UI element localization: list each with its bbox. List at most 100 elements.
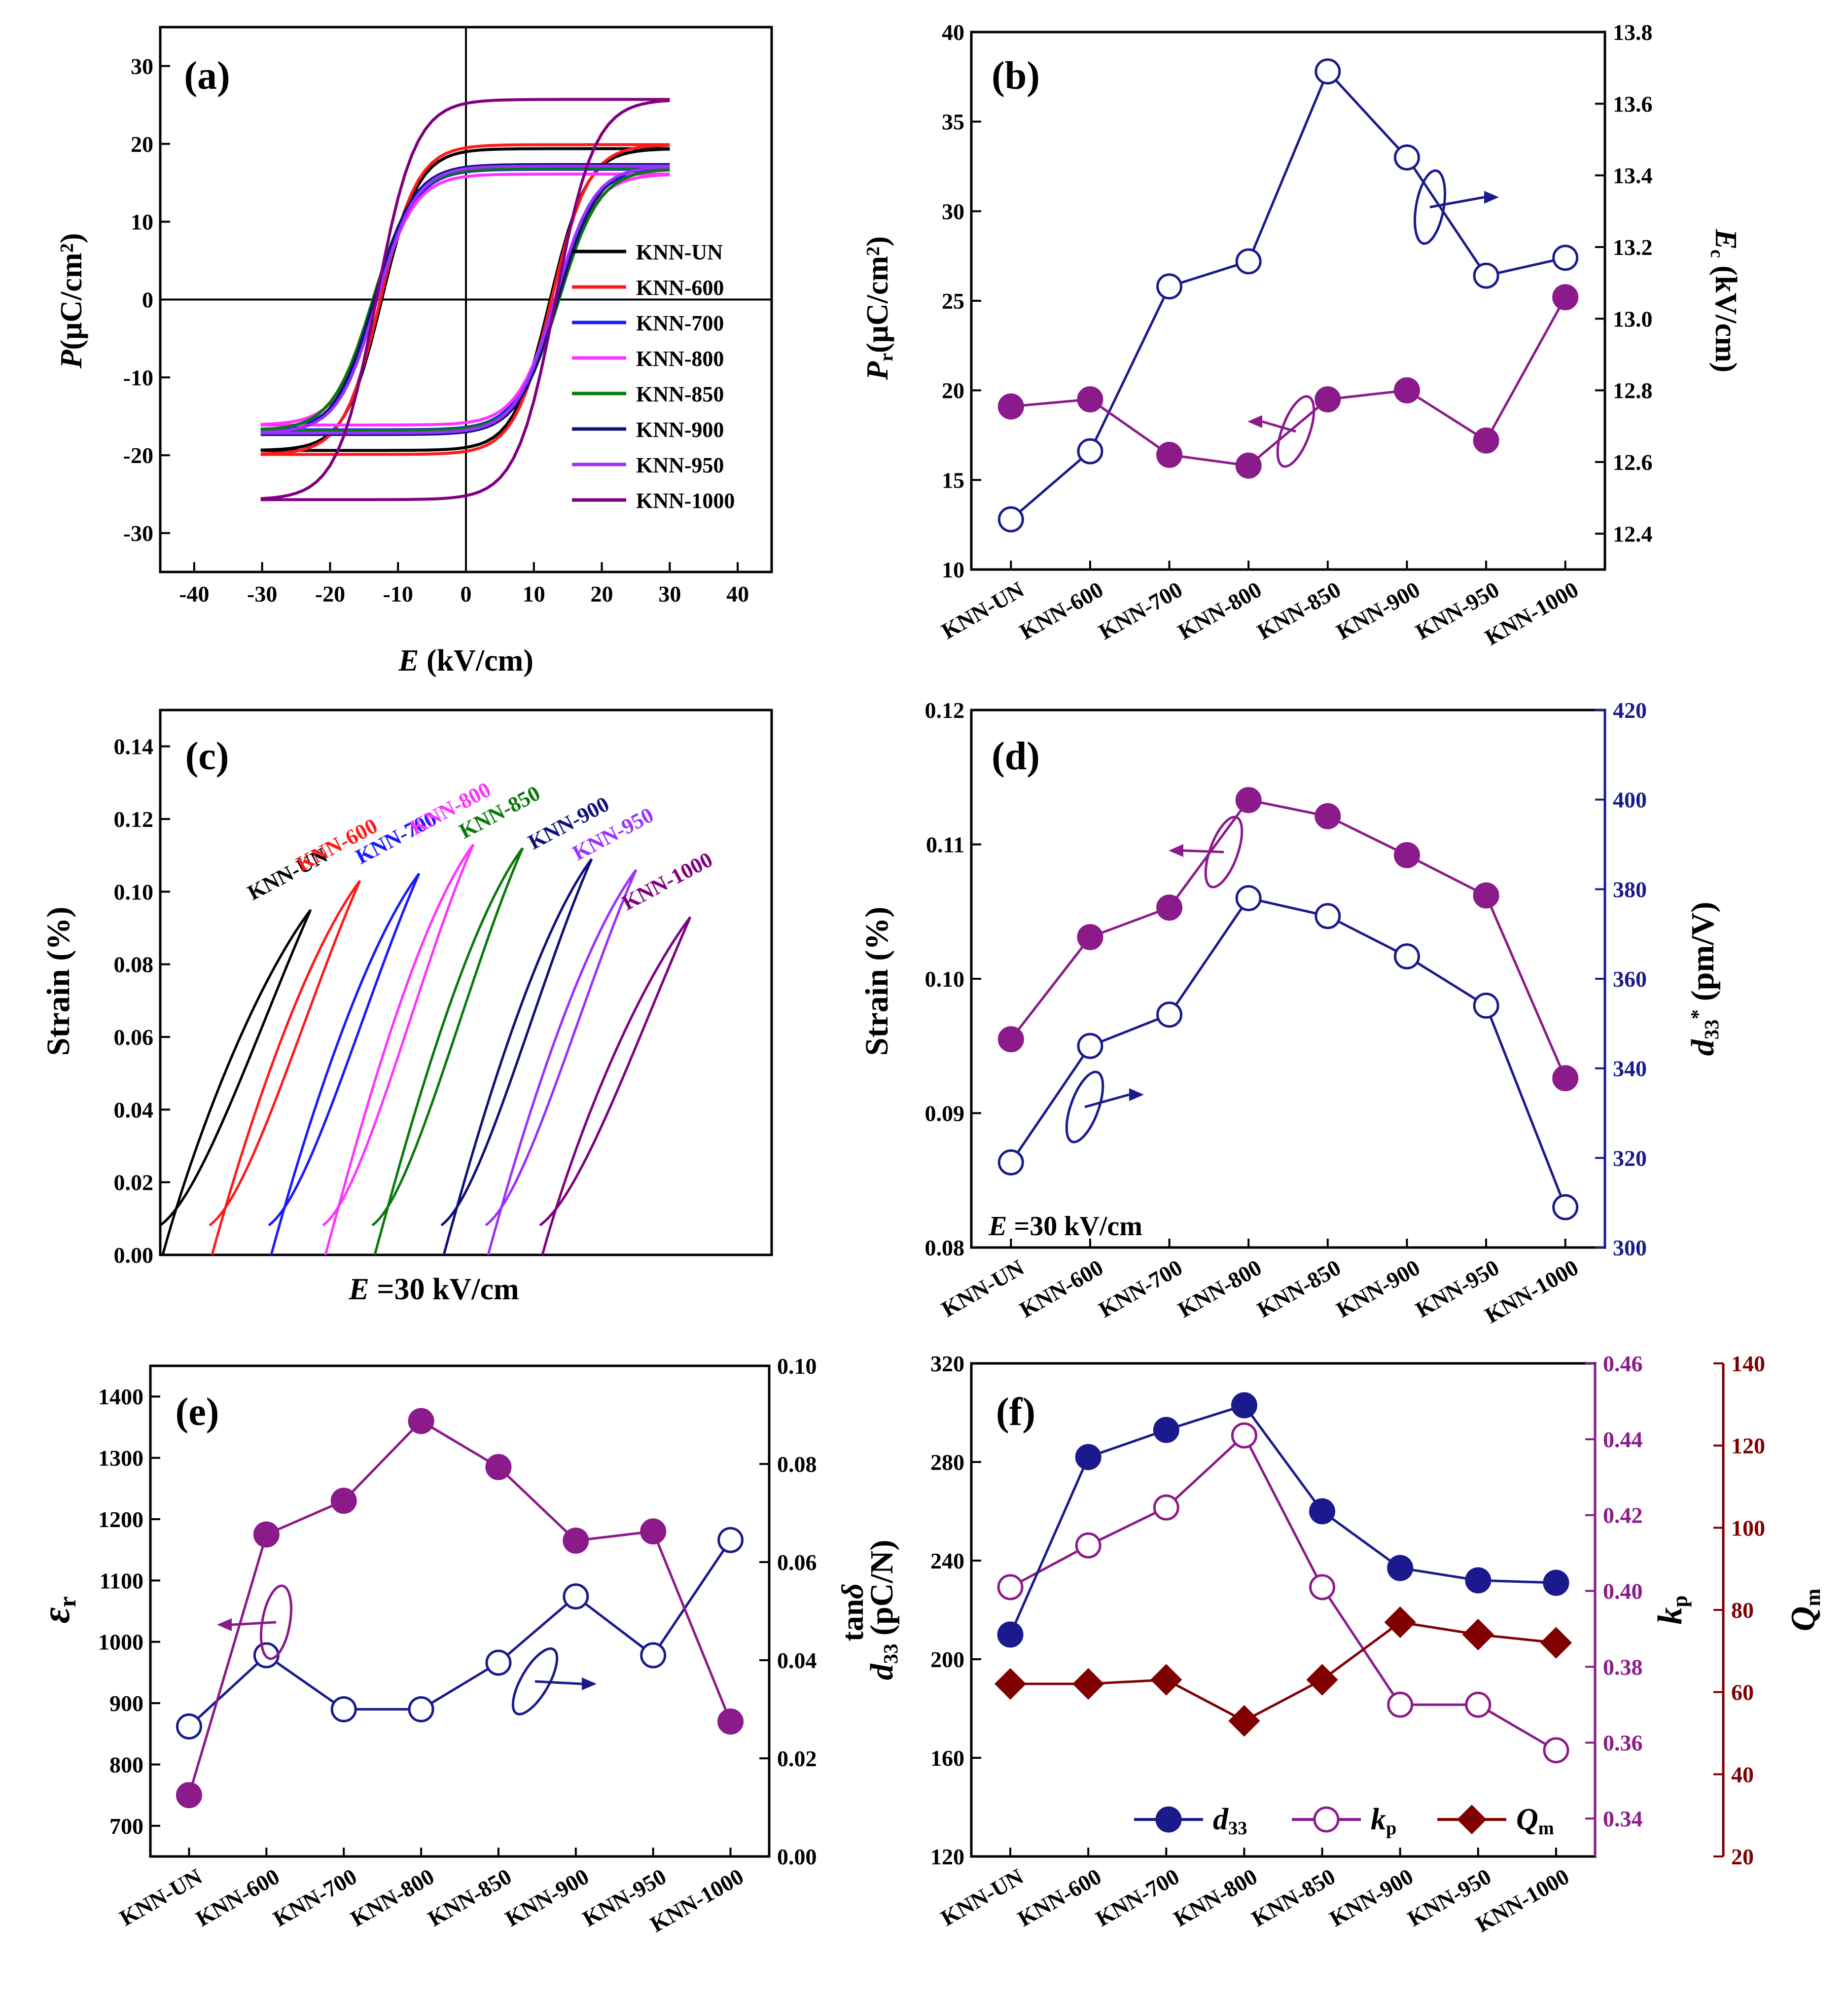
y-tick-label: 30 [131,54,153,79]
qm-point [1228,1705,1260,1737]
y-tick-label: 40 [1731,1762,1754,1787]
y-tick-label: 1000 [98,1630,143,1655]
y3-axis-label: Qm [1784,1589,1825,1632]
tand-axis-indicator [511,1647,559,1715]
qm-point [1150,1664,1182,1696]
ec-point [1156,273,1183,300]
panel-label: (f) [996,1390,1035,1434]
qm-point [1462,1618,1494,1651]
strain-curve-knn-1000 [539,916,692,1255]
x-tick-label: KNN-600 [1015,576,1107,644]
loop-knn-1000 [260,98,670,501]
x-tick-label: KNN-900 [1325,1863,1418,1931]
legend-marker [1155,1806,1182,1833]
pr-point [1315,386,1341,413]
x-tick-label: KNN-700 [1091,1863,1183,1931]
legend-label: KNN-600 [636,276,724,300]
y-tick-label: 200 [930,1647,964,1672]
y-tick-label: 400 [1613,787,1647,813]
strain-axis-indicator-arrow [1183,849,1224,854]
kp-point [1309,1574,1336,1601]
y-tick-label: 0.02 [114,1170,154,1195]
y-tick-label: 300 [1613,1235,1647,1260]
er-point [717,1708,744,1735]
y-tick-label: 15 [942,467,964,493]
curve-label: KNN-1000 [618,847,716,915]
legend-label: KNN-700 [636,311,724,335]
x-tick-label: KNN-800 [1173,576,1266,644]
strain-curve-knn-800 [322,844,475,1255]
strain-point [1393,842,1420,868]
y-tick-label: 120 [1731,1433,1765,1459]
y-tick-label: 12.4 [1613,521,1653,546]
y-tick-label: 0.06 [777,1550,817,1575]
panel-d-frame [970,709,1606,1249]
x-tick-label: KNN-600 [1013,1863,1105,1931]
y-tick-label: 35 [942,109,964,135]
y-tick-label: 0.46 [1603,1351,1643,1376]
y-tick-label: 900 [109,1691,143,1716]
d33-star-point [1552,1194,1579,1220]
d33-star-point [1473,993,1499,1019]
strain-axis-indicator [1204,816,1244,889]
y-tick-label: 100 [1731,1515,1765,1540]
er-axis-indicator [260,1584,292,1660]
x-tick-label: KNN-700 [1095,576,1187,644]
y-tick-label: 800 [109,1752,143,1777]
d33-point [1309,1498,1336,1525]
panel-b: 10 15 20 25 30 35 40 12.4 12.6 12.8 13.0 13.2 13.4 13… [861,20,1742,650]
legend-label: KNN-900 [636,418,724,442]
panel-b-frame [970,31,1606,571]
d33-point [997,1621,1024,1648]
x-tick-label: KNN-850 [1253,1254,1345,1322]
y2-axis-label: tanδ [836,1583,870,1641]
pr-point [1393,377,1420,404]
y-tick-label: 700 [109,1814,143,1839]
d33-star-point [1077,1033,1103,1059]
x-tick-label: 10 [523,581,545,606]
ec-line [1010,69,1566,521]
y-tick-label: 1400 [98,1384,143,1409]
strain-curve-knn-900 [440,858,593,1255]
x-tick-label: -10 [383,581,413,606]
y-tick-label: 0.00 [777,1844,817,1869]
y-tick-label: 0.06 [114,1025,154,1050]
qm-point [1540,1627,1572,1659]
y-tick-label: 420 [1613,698,1647,723]
ec-point [1235,248,1262,275]
x-tick-label: KNN-900 [1332,576,1424,644]
er-point [408,1408,434,1434]
tand-point [717,1527,744,1553]
strain-curve-knn-600 [209,880,361,1255]
panel-f-frame [970,1362,1597,1858]
y-tick-label: 0.04 [777,1648,817,1673]
strain-axis-indicator-arrowhead [1169,844,1183,857]
y2-axis-label: kp [1651,1595,1692,1624]
d33-point [1153,1417,1179,1443]
x-tick-label: KNN-850 [424,1863,516,1931]
panel-c-frame [159,709,773,1256]
y-tick-label: 0.08 [925,1235,965,1260]
x-tick-label: KNN-900 [1332,1254,1424,1322]
x-tick-label: KNN-850 [1247,1863,1340,1931]
kp-point [1465,1691,1492,1718]
er-point [563,1527,589,1554]
y-tick-label: 1200 [98,1507,143,1532]
kp-point [1543,1737,1569,1764]
ec-axis-indicator-arrowhead [1484,191,1499,204]
qm-point [1306,1664,1338,1696]
y-tick-label: 360 [1613,966,1647,992]
x-tick-label: KNN-700 [269,1863,361,1931]
panel-label: (e) [176,1390,219,1434]
pr-point [1235,452,1262,479]
panel-label: (b) [992,54,1040,98]
x-tick-label: KNN-UN [937,576,1028,643]
y-tick-label: 240 [930,1548,964,1573]
kp-point [997,1574,1024,1601]
d33-point [1387,1555,1414,1581]
d33-line [1009,1404,1557,1636]
d33-star-point [1315,903,1341,929]
loop-knn-950 [260,164,670,435]
panel-label: (d) [992,735,1040,778]
